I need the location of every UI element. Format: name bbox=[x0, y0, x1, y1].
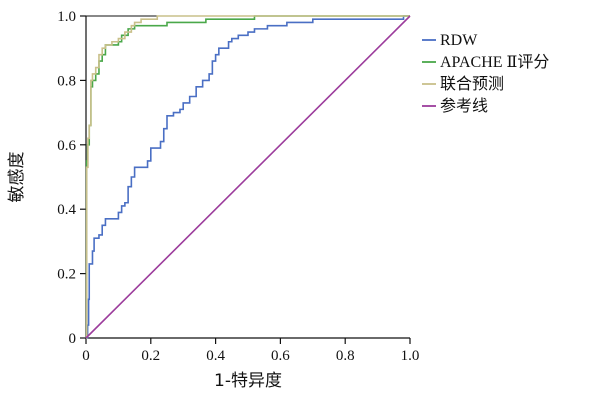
x-axis-title: 1-特异度 bbox=[214, 371, 282, 391]
y-axis-title: 敏感度 bbox=[7, 152, 27, 203]
legend-label: 联合预测 bbox=[440, 75, 504, 93]
x-tick-label: 0.4 bbox=[206, 348, 225, 364]
legend-label: 参考线 bbox=[440, 97, 488, 115]
series-layer bbox=[85, 15, 411, 339]
legend-label: APACHE Ⅱ评分 bbox=[440, 53, 549, 71]
y-tick-label: 0 bbox=[69, 331, 77, 347]
y-tick-label: 0.8 bbox=[57, 73, 76, 89]
x-tick-label: 0 bbox=[82, 348, 90, 364]
y-tick-label: 0.4 bbox=[57, 202, 76, 218]
x-tick-label: 0.8 bbox=[336, 348, 355, 364]
y-ticks: 0 0.2 0.4 0.6 0.8 1.0 bbox=[57, 9, 86, 347]
y-tick-label: 0.2 bbox=[57, 267, 76, 283]
y-tick-label: 0.6 bbox=[57, 138, 76, 154]
x-tick-label: 0.6 bbox=[271, 348, 290, 364]
x-tick-label: 0.2 bbox=[141, 348, 160, 364]
series-line-0 bbox=[86, 15, 410, 339]
x-ticks: 0 0.2 0.4 0.6 0.8 1.0 bbox=[82, 338, 419, 364]
x-tick-label: 1.0 bbox=[401, 348, 420, 364]
legend-label: RDW bbox=[440, 32, 478, 49]
y-tick-label: 1.0 bbox=[57, 9, 76, 25]
series-line-3 bbox=[85, 15, 411, 339]
series-line-2 bbox=[85, 15, 410, 339]
